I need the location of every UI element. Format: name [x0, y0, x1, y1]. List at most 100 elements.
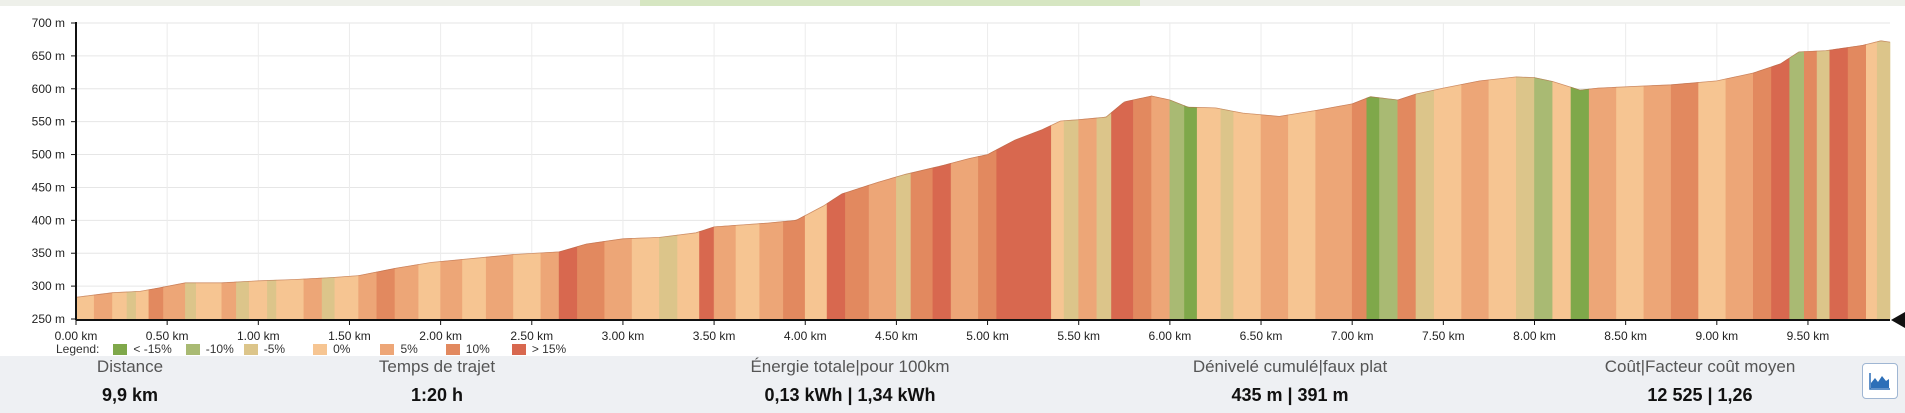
- grade-segment: [577, 241, 606, 320]
- grade-segment: [677, 231, 700, 320]
- grade-segment: [93, 292, 113, 320]
- grade-segment: [783, 215, 806, 320]
- grade-segment: [1534, 77, 1553, 320]
- elevation-line: [75, 40, 1891, 298]
- grade-segment: [910, 167, 934, 320]
- grade-segment: [1096, 111, 1112, 320]
- grade-segment: [440, 259, 463, 320]
- y-tick-label: 300 m: [32, 279, 65, 293]
- x-tick-label: 8.50 km: [1604, 329, 1647, 341]
- stat-value: 435 m | 391 m: [1231, 385, 1349, 405]
- legend-item: 5%: [380, 342, 418, 356]
- stat-label: Dénivelé cumulé|faux plat: [1192, 357, 1388, 376]
- grade-segment: [1789, 51, 1805, 320]
- grade-segment: [1866, 41, 1878, 320]
- legend-label: > 15%: [531, 342, 567, 356]
- y-tick-label: 350 m: [32, 246, 65, 260]
- stat-total-energy: Énergie totale|pour 100km 0,13 kWh | 1,3…: [680, 356, 1020, 406]
- grade-segment: [1415, 89, 1435, 320]
- grade-segment: [135, 289, 150, 320]
- grade-segment: [659, 234, 678, 320]
- stat-value: 1:20 h: [410, 385, 464, 405]
- grade-segment: [1315, 103, 1353, 320]
- grade-segment: [185, 282, 197, 320]
- grade-segment: [826, 192, 846, 320]
- grade-segment: [513, 252, 542, 320]
- stat-label: Coût|Facteur coût moyen: [1604, 357, 1796, 376]
- y-tick-label: 600 m: [32, 82, 65, 96]
- grade-segment: [1433, 84, 1462, 320]
- grade-segment: [126, 291, 137, 320]
- x-tick-label: 7.00 km: [1331, 329, 1374, 341]
- grade-segment: [248, 280, 268, 320]
- x-tick-label: 6.00 km: [1149, 329, 1192, 341]
- legend-label: 0%: [333, 342, 351, 356]
- grade-segment: [1351, 97, 1368, 320]
- route-stats-bar: Distance 9,9 km Temps de trajet 1:20 h É…: [0, 356, 1905, 413]
- stat-distance: Distance 9,9 km: [30, 356, 230, 406]
- grade-segment: [276, 278, 305, 320]
- grade-segment: [1804, 50, 1818, 320]
- grade-segment: [713, 224, 737, 320]
- legend-swatch: [380, 343, 395, 355]
- stat-label: Temps de trajet: [378, 357, 496, 376]
- grade-segment: [1552, 81, 1572, 320]
- x-tick-label: 4.50 km: [875, 329, 918, 341]
- grade-segment: [334, 275, 359, 320]
- grade-segment: [1643, 84, 1672, 320]
- grade-segment: [1461, 79, 1490, 320]
- grade-segment: [1570, 86, 1590, 320]
- y-tick-label: 250 m: [32, 312, 65, 326]
- grade-segment: [75, 294, 95, 320]
- grade-segment: [1169, 99, 1185, 320]
- grade-segment: [376, 268, 396, 320]
- grade-segment: [699, 226, 715, 320]
- x-tick-label: 5.00 km: [966, 329, 1009, 341]
- legend-title: Legend:: [56, 342, 100, 356]
- x-tick-label: 2.50 km: [510, 329, 553, 341]
- grade-segment: [1698, 78, 1727, 320]
- grade-segment: [1078, 117, 1098, 320]
- grade-segment: [462, 256, 487, 320]
- grade-segment: [1151, 95, 1171, 320]
- grade-segment: [1753, 66, 1772, 320]
- legend-item: < -15%: [113, 342, 172, 356]
- grade-segment: [631, 237, 660, 320]
- grade-segment: [394, 264, 420, 320]
- grade-segment: [112, 291, 128, 320]
- elevation-profile-button[interactable]: [1862, 363, 1898, 399]
- legend-label: -5%: [263, 342, 286, 356]
- grade-segment: [267, 279, 277, 320]
- y-tick-label: 550 m: [32, 115, 65, 129]
- grade-segment: [1196, 107, 1222, 320]
- legend-swatch: [511, 343, 526, 355]
- grade-segment: [221, 281, 237, 320]
- y-tick-label: 400 m: [32, 213, 65, 227]
- stat-value: 0,13 kWh | 1,34 kWh: [764, 385, 936, 405]
- map-top-strip-segment: [640, 0, 1140, 6]
- grade-segment: [950, 156, 979, 320]
- x-tick-label: 3.00 km: [602, 329, 645, 341]
- stat-elevation-gain: Dénivelé cumulé|faux plat 435 m | 391 m: [1120, 356, 1460, 406]
- stat-value: 12 525 | 1,26: [1647, 385, 1753, 405]
- legend-swatch: [445, 343, 460, 355]
- stat-travel-time: Temps de trajet 1:20 h: [337, 356, 537, 406]
- grade-segment: [1670, 82, 1699, 320]
- legend-item: 10%: [445, 342, 490, 356]
- x-tick-label: 4.00 km: [784, 329, 827, 341]
- legend-label: -10%: [205, 342, 234, 356]
- position-marker: [1891, 312, 1905, 328]
- grade-segment: [1288, 110, 1316, 320]
- grade-segment: [932, 162, 952, 320]
- legend-item: > 15%: [511, 342, 567, 356]
- legend-swatch: [113, 343, 128, 355]
- grade-segment: [1220, 108, 1234, 320]
- grade-segment: [1051, 120, 1065, 320]
- x-tick-label: 1.00 km: [237, 329, 280, 341]
- grade-segment: [1397, 93, 1417, 320]
- grade-segment: [321, 276, 336, 320]
- x-tick-label: 8.00 km: [1513, 329, 1556, 341]
- x-tick-label: 1.50 km: [328, 329, 371, 341]
- elevation-profile-chart[interactable]: 250 m 300 m 350 m 400 m 450 m 500 m 550 m 600 m…: [0, 6, 1905, 341]
- grade-segment: [759, 221, 784, 320]
